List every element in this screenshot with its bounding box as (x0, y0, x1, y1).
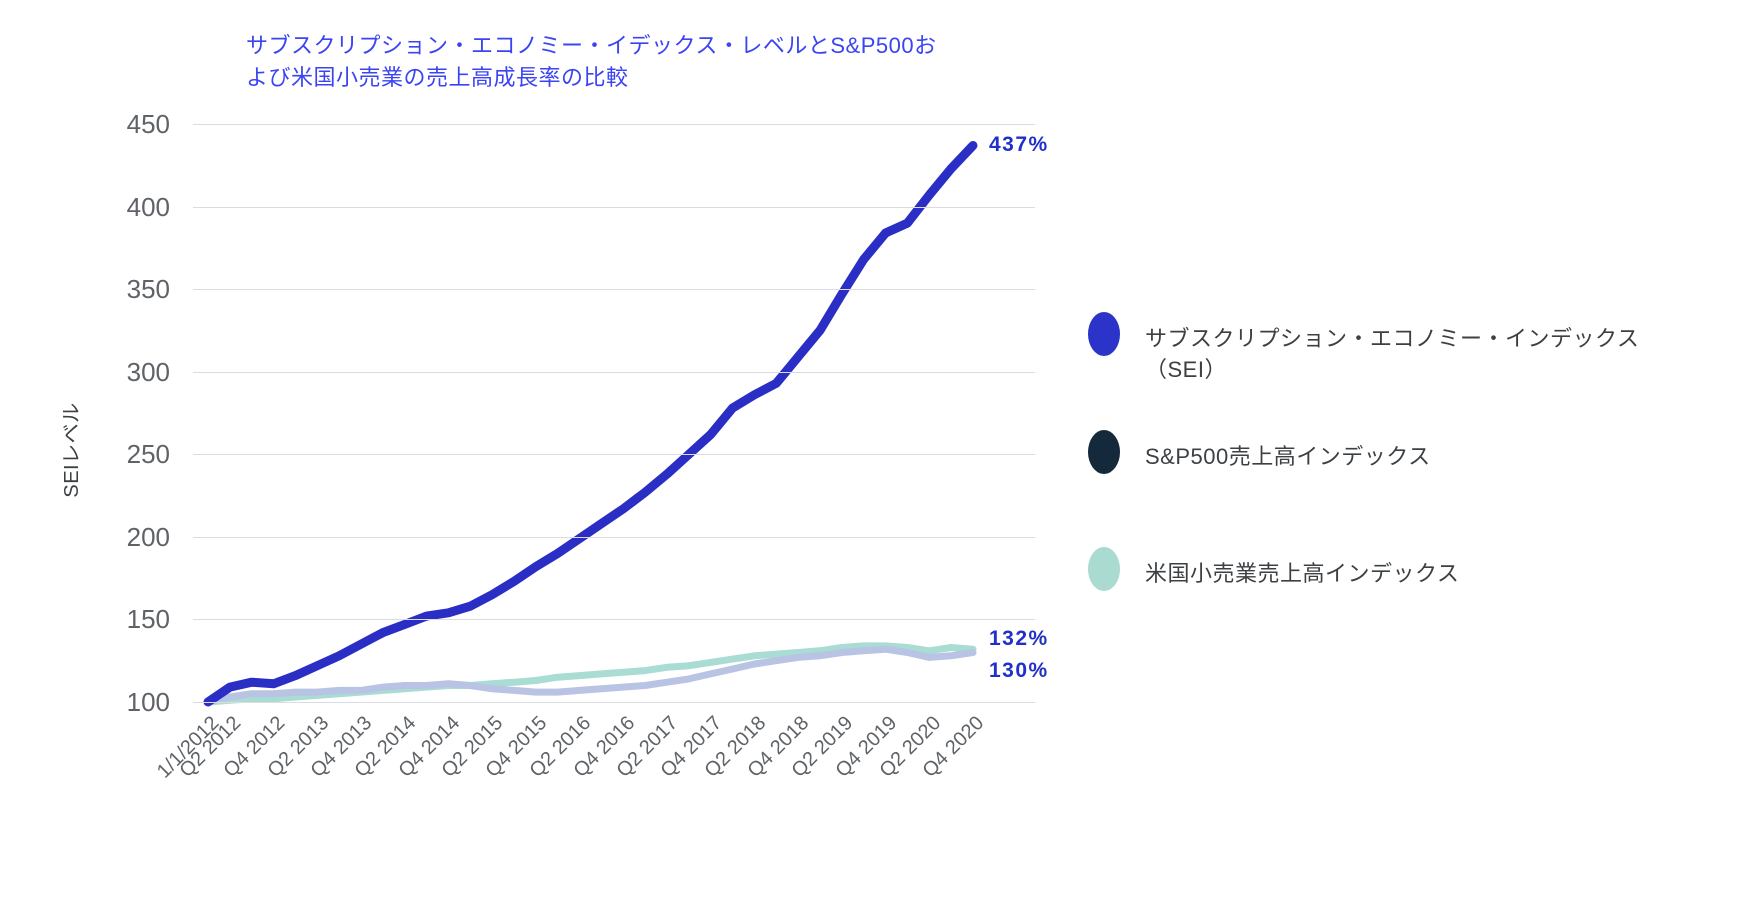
plot-area (193, 124, 1035, 707)
gridline-400 (193, 206, 1035, 208)
legend-label-sp500: S&P500売上高インデックス (1145, 441, 1725, 472)
y-tick-label-350: 350 (126, 274, 170, 305)
legend-label-line: （SEI） (1145, 357, 1227, 382)
gridline-150 (193, 619, 1035, 621)
y-tick-label-200: 200 (126, 521, 170, 552)
y-tick-label-400: 400 (126, 191, 170, 222)
y-tick-label-100: 100 (126, 687, 170, 717)
legend-dot-retail (1088, 547, 1120, 591)
legend-label-line: 米国小売業売上高インデックス (1145, 561, 1460, 586)
legend-label-retail: 米国小売業売上高インデックス (1145, 558, 1725, 589)
y-tick-label-250: 250 (126, 439, 170, 470)
gridline-300 (193, 371, 1035, 373)
legend-dot-sp500 (1088, 430, 1120, 474)
gridline-350 (193, 289, 1035, 291)
y-tick-label-300: 300 (126, 356, 170, 387)
chart-title-line1: サブスクリプション・エコノミー・イデックス・レベルとS&P500お (246, 33, 937, 58)
gridline-100 (193, 702, 1035, 703)
chart-title: サブスクリプション・エコノミー・イデックス・レベルとS&P500お よび米国小売… (246, 30, 1046, 94)
chart-title-line2: よび米国小売業の売上高成長率の比較 (246, 65, 629, 90)
legend: サブスクリプション・エコノミー・インデックス （SEI） S&P500売上高インデッ… (1088, 312, 1728, 632)
gridline-200 (193, 536, 1035, 538)
chart-lines (203, 141, 978, 707)
sei-line (203, 141, 978, 707)
legend-label-line: サブスクリプション・エコノミー・インデックス (1145, 326, 1640, 351)
legend-label-sei: サブスクリプション・エコノミー・インデックス （SEI） (1145, 323, 1725, 385)
y-tick-label-150: 150 (126, 604, 170, 635)
y-tick-label-450: 450 (126, 109, 170, 139)
end-label-retail: 132% (989, 627, 1049, 651)
sp500-line (204, 645, 977, 706)
gridline-450 (193, 124, 1035, 125)
end-label-sei: 437% (989, 132, 1049, 156)
gridline-250 (193, 454, 1035, 456)
legend-dot-sei (1088, 312, 1120, 356)
end-label-sp500: 130% (989, 658, 1049, 682)
legend-label-line: S&P500売上高インデックス (1145, 444, 1431, 469)
y-axis-title: SEIレベル (61, 402, 83, 498)
